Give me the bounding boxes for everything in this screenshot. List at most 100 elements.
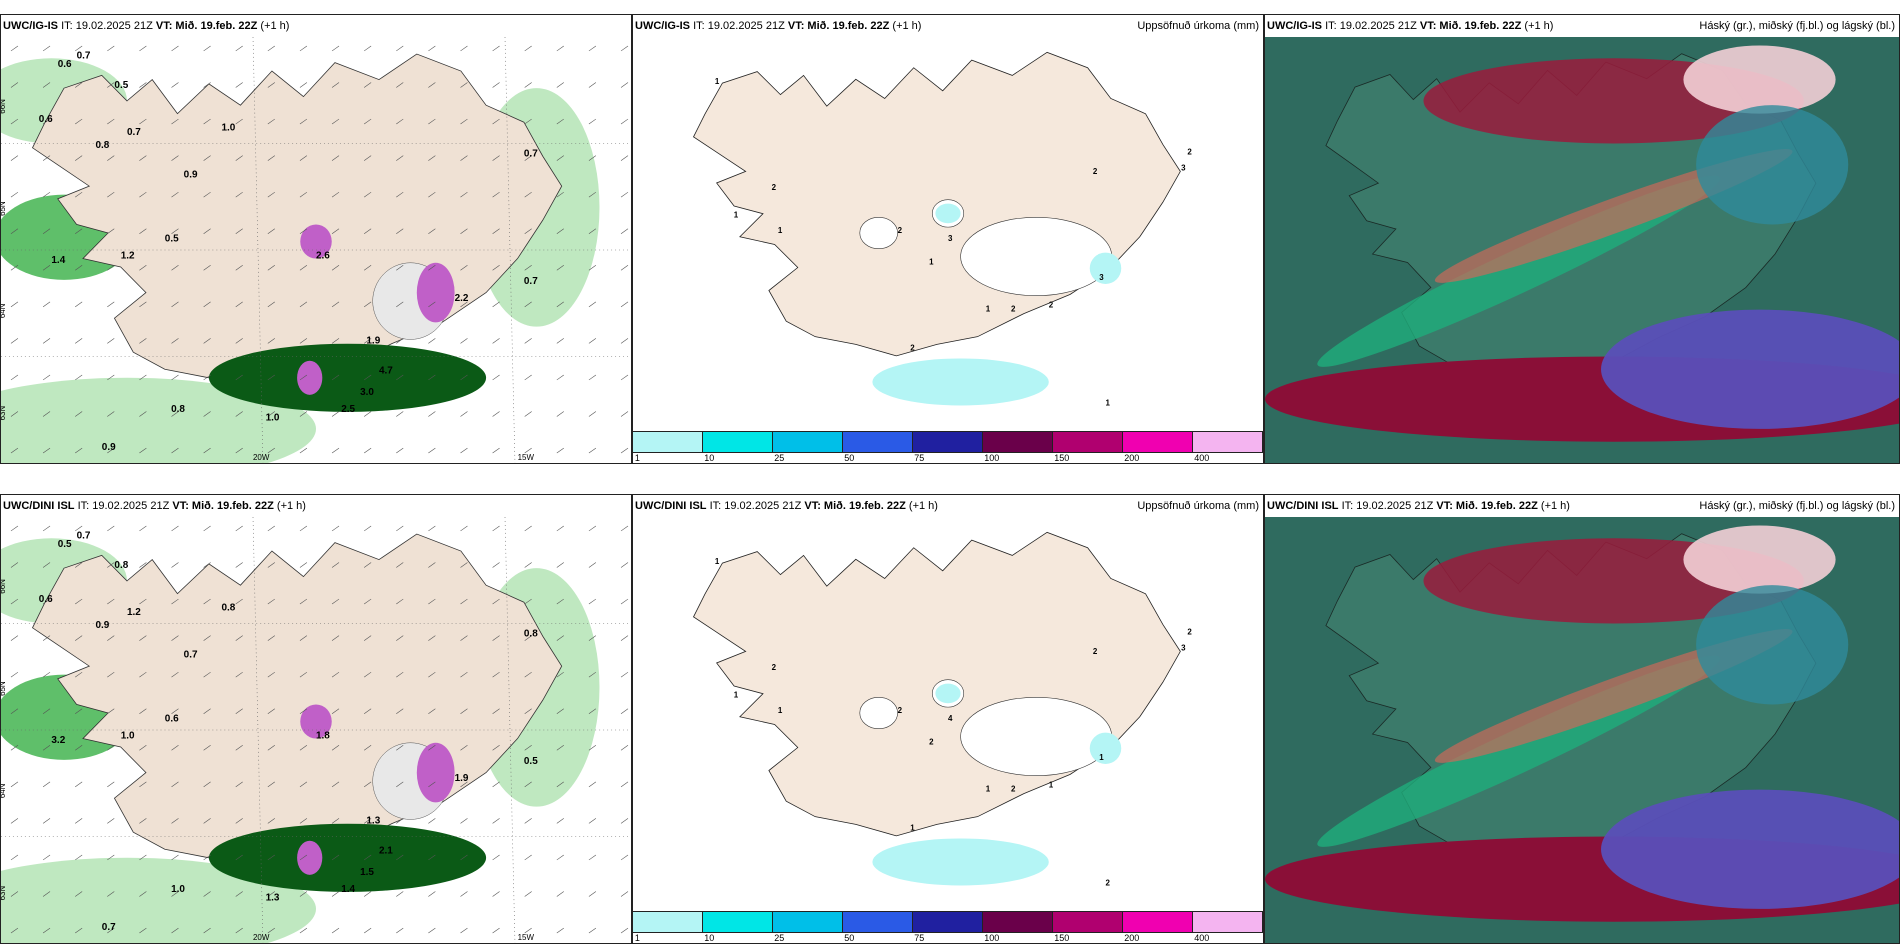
- wind-barb: [299, 598, 308, 605]
- wind-barb: [75, 854, 83, 861]
- wind-barb: [203, 598, 211, 605]
- lon-label: 15W: [518, 453, 535, 462]
- cloud-cover-map[interactable]: [1265, 517, 1899, 943]
- wind-barb: [235, 374, 243, 381]
- value-label: 1.2: [121, 251, 135, 262]
- wind-barb: [524, 818, 532, 824]
- panel-header: UWC/DINI ISL IT: 19.02.2025 21Z VT: Mið.…: [1265, 495, 1899, 517]
- wind-barb: [396, 598, 404, 605]
- mid-cloud: [1601, 789, 1899, 909]
- wind-barb: [524, 562, 532, 568]
- wind-barb: [620, 562, 629, 568]
- wind-barb: [42, 45, 51, 52]
- wind-barb: [460, 818, 468, 824]
- wind-barb: [396, 525, 404, 532]
- wind-barb: [299, 338, 308, 344]
- wind-barb: [107, 338, 115, 344]
- wind-barb: [203, 525, 211, 532]
- glacier: [859, 697, 898, 729]
- wind-barb: [363, 525, 372, 532]
- colorbar-tick-label: 50: [844, 453, 855, 463]
- value-label: 1: [715, 557, 720, 566]
- wind-barb: [42, 411, 51, 417]
- wind-barb: [620, 411, 629, 417]
- colorbar-tick-label: 200: [1124, 933, 1140, 943]
- wind-barb: [460, 708, 468, 714]
- precip-area: [935, 203, 961, 224]
- wind-barb: [396, 45, 404, 52]
- value-label: 2: [1106, 878, 1111, 887]
- wind-barb: [363, 671, 372, 678]
- wind-barb: [588, 301, 597, 308]
- wind-barb: [267, 191, 275, 198]
- wind-barb: [10, 854, 19, 861]
- value-label: 3: [1181, 643, 1186, 652]
- value-label: 1: [734, 690, 739, 699]
- wind-barb: [10, 708, 19, 714]
- wind-barb: [363, 374, 372, 381]
- wind-barb: [620, 745, 629, 751]
- precip-area-intense: [416, 262, 455, 323]
- wind-barb: [492, 301, 500, 308]
- wind-barb: [428, 598, 436, 605]
- wind-barb: [299, 891, 308, 897]
- wind-barb: [620, 671, 629, 678]
- cloud-cover-map[interactable]: [1265, 37, 1899, 463]
- wind-barb: [620, 854, 629, 861]
- wind-barb: [620, 891, 629, 897]
- lon-label: 15W: [518, 933, 535, 942]
- value-label: 2: [1187, 628, 1192, 637]
- wind-barb: [460, 118, 468, 125]
- lat-label: 66N: [1, 99, 7, 114]
- value-label: 0.9: [96, 620, 110, 631]
- wind-barb: [331, 228, 340, 234]
- wind-barb: [107, 45, 115, 52]
- precip-area-intense: [297, 840, 323, 875]
- wind-barb: [299, 228, 308, 234]
- wind-barb: [620, 818, 629, 824]
- wind-barb: [203, 155, 211, 161]
- wind-barb: [171, 635, 179, 641]
- precip-rate-map[interactable]: 0.5 0.7 0.8 0.9 1.2 0.6 0.7 0.8 1.0 0.6 0.8 1.8 3.2 1…: [1, 517, 631, 943]
- wind-barb: [588, 854, 597, 861]
- wind-barb: [42, 781, 51, 788]
- wind-barb: [267, 562, 275, 568]
- wind-barb: [492, 635, 500, 641]
- wind-barb: [363, 635, 372, 641]
- wind-barb: [396, 671, 404, 678]
- wind-barb: [42, 708, 51, 714]
- wind-barb: [42, 301, 51, 308]
- wind-barb: [556, 374, 564, 381]
- wind-barb: [556, 82, 564, 88]
- wind-barb: [171, 374, 179, 381]
- wind-barb: [331, 191, 340, 198]
- precip-rate-map[interactable]: 0.6 0.7 0.5 0.8 0.7 0.6 0.9 1.0 1.2 0.5 0.7 2.6 1.4 1…: [1, 37, 631, 463]
- wind-barb: [492, 447, 500, 454]
- wind-barb: [588, 447, 597, 454]
- wind-barb: [556, 338, 564, 344]
- wind-barb: [492, 191, 500, 198]
- wind-barb: [107, 891, 115, 897]
- wind-barb: [492, 781, 500, 788]
- value-label: 2: [772, 663, 777, 672]
- wind-barb: [203, 781, 211, 788]
- precip-area-intense: [297, 360, 323, 395]
- wind-barb: [10, 745, 19, 751]
- wind-barb: [588, 411, 597, 417]
- colorbar-swatch: [1053, 912, 1123, 932]
- wind-barb: [299, 301, 308, 308]
- wind-barb: [235, 118, 243, 125]
- precip-area-heavy: [208, 823, 487, 892]
- wind-barb: [203, 191, 211, 198]
- wind-barb: [588, 927, 597, 934]
- value-label: 1.0: [121, 731, 135, 742]
- wind-barb: [203, 45, 211, 52]
- wind-barb: [492, 671, 500, 678]
- wind-barb: [10, 118, 19, 125]
- lat-label: 65N: [1, 681, 7, 696]
- wind-barb: [267, 854, 275, 861]
- lat-label: 63N: [1, 406, 7, 421]
- wind-barb: [363, 155, 372, 161]
